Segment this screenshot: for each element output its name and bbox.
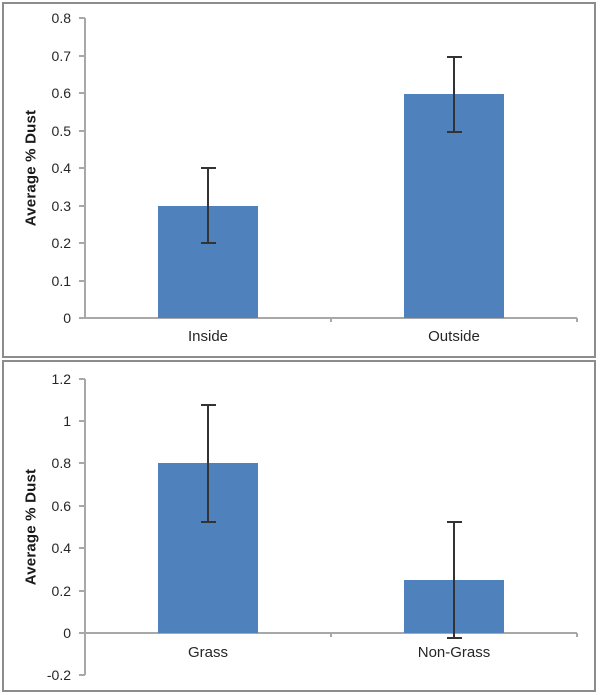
y-tick: [79, 129, 85, 132]
error-bar-cap-bottom: [200, 242, 216, 244]
y-tick-label: 0.3: [51, 197, 71, 214]
error-bar-line: [453, 521, 455, 639]
chart-panel-grass-nongrass: Average % Dust -0.2 0 0.2 0.4 0.6 0.8 1 1.2 Gras…: [2, 360, 596, 692]
y-tick: [79, 632, 85, 634]
category-tick: [330, 633, 332, 637]
y-tick: [79, 317, 85, 319]
category-label: Outside: [428, 328, 480, 345]
error-bar-cap-bottom: [200, 520, 216, 523]
y-tick: [79, 17, 85, 19]
y-tick-label: 0.8: [51, 455, 71, 472]
y-tick: [79, 54, 85, 57]
error-bar-cap-top: [446, 520, 462, 523]
chart-panel-indoor-outdoor: Average % Dust 0 0.1 0.2 0.3 0.4 0.5 0.6 0.7 0.8…: [2, 2, 596, 358]
error-bar-cap-bottom: [446, 130, 462, 133]
plot-area: 0 0.1 0.2 0.3 0.4 0.5 0.6 0.7 0.8 Inside Outside: [4, 4, 594, 356]
y-tick-label: 0: [63, 625, 71, 641]
y-tick: [79, 204, 85, 207]
y-tick-label: 1: [63, 413, 71, 429]
error-bar-cap-bottom: [446, 637, 462, 640]
category-tick: [576, 318, 578, 322]
y-tick-label: 0.7: [51, 47, 71, 64]
y-tick-label: 0.4: [51, 160, 71, 176]
y-axis-line: [84, 378, 86, 676]
y-tick-label: -0.2: [46, 667, 71, 684]
y-tick-label: 0.8: [51, 10, 71, 26]
y-tick-label: 1.2: [51, 370, 71, 387]
y-tick: [79, 504, 85, 507]
error-bar-cap-top: [446, 55, 462, 58]
y-axis-line: [84, 18, 86, 318]
y-tick: [79, 279, 85, 282]
y-tick: [79, 547, 85, 550]
y-tick-label: 0.2: [51, 582, 71, 599]
category-label: Grass: [187, 644, 228, 661]
category-label: Non-Grass: [417, 644, 491, 661]
error-bar-cap-top: [200, 404, 216, 407]
y-tick-label: 0.2: [51, 235, 71, 251]
error-bar-line: [453, 56, 455, 132]
y-tick: [79, 92, 85, 94]
error-bar-line: [207, 168, 209, 243]
y-tick: [79, 420, 85, 422]
y-tick: [79, 242, 85, 244]
y-tick: [79, 167, 85, 169]
y-tick-label: 0.6: [51, 85, 71, 101]
plot-area: -0.2 0 0.2 0.4 0.6 0.8 1 1.2 Grass Non-Grass: [4, 362, 594, 690]
category-label: Inside: [187, 328, 229, 345]
y-tick: [79, 674, 85, 677]
category-tick: [576, 633, 578, 637]
y-tick-label: 0.1: [51, 272, 71, 289]
y-tick: [79, 377, 85, 380]
y-tick: [79, 462, 85, 465]
error-bar-line: [207, 405, 209, 522]
y-tick-label: 0.5: [51, 122, 71, 139]
y-tick-label: 0.4: [51, 540, 71, 557]
y-tick-label: 0.6: [51, 497, 71, 514]
y-tick-label: 0: [63, 310, 71, 326]
y-tick: [79, 589, 85, 592]
category-tick: [330, 318, 332, 322]
error-bar-cap-top: [200, 167, 216, 169]
